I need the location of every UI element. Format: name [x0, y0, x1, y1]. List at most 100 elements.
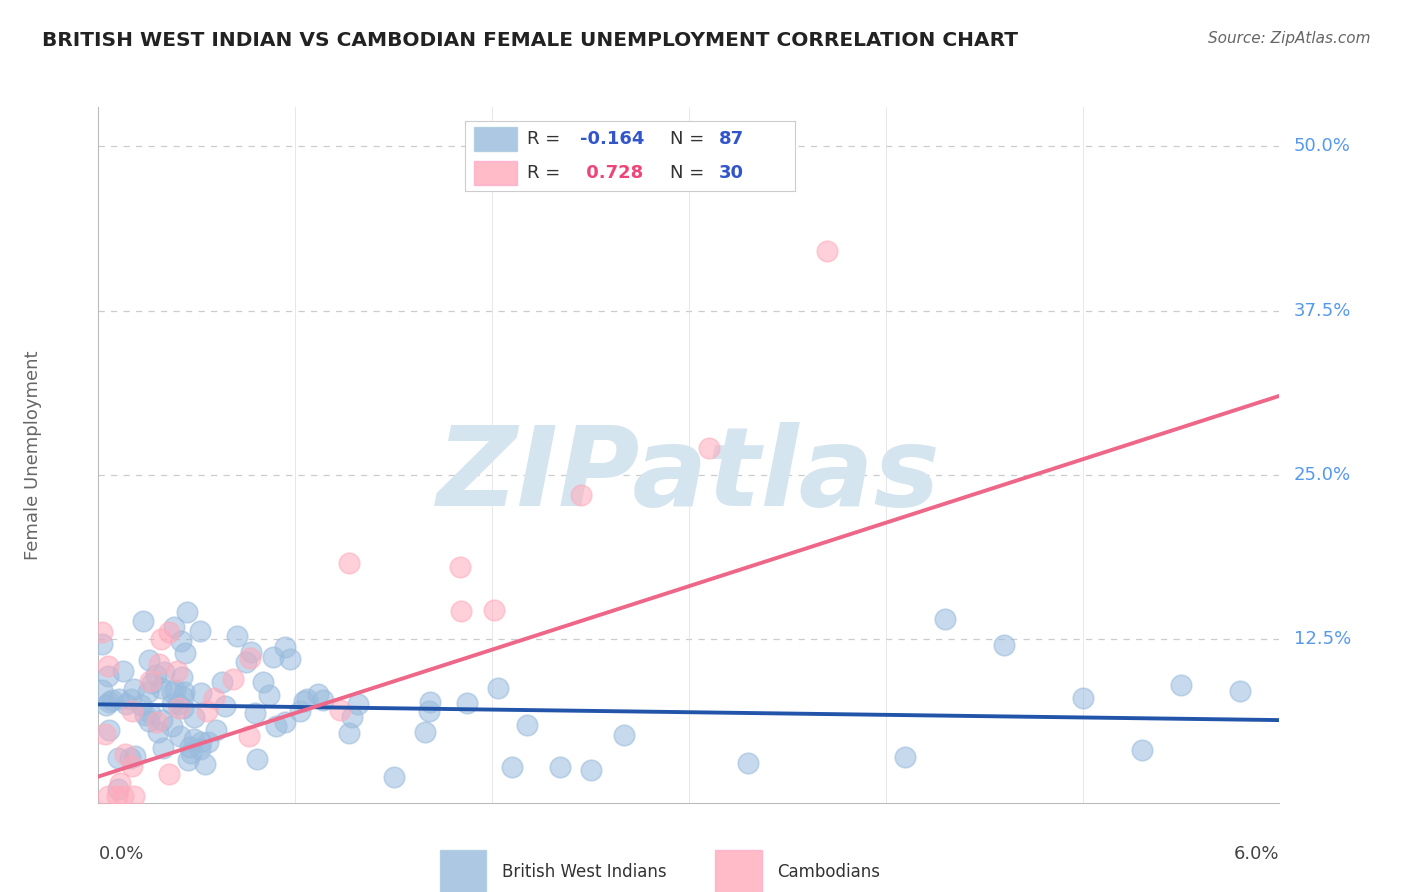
Point	[122, 789, 145, 804]
Point	[382, 770, 405, 784]
Point	[312, 693, 335, 707]
Point	[124, 748, 146, 763]
Point	[204, 723, 226, 738]
Point	[176, 605, 198, 619]
Point	[107, 691, 129, 706]
Point	[138, 714, 160, 729]
Point	[97, 723, 120, 737]
Text: 0.0%: 0.0%	[98, 845, 143, 863]
Point	[239, 650, 262, 665]
Text: ZIPatlas: ZIPatlas	[437, 422, 941, 529]
Point	[190, 742, 212, 756]
Point	[167, 701, 190, 715]
Point	[238, 730, 260, 744]
Point	[153, 665, 176, 680]
Point	[174, 646, 197, 660]
Point	[329, 703, 352, 717]
Point	[1130, 743, 1153, 757]
Point	[243, 706, 266, 721]
Point	[162, 684, 184, 698]
Point	[97, 669, 120, 683]
Point	[136, 685, 159, 699]
Point	[183, 709, 205, 723]
Point	[170, 670, 193, 684]
Point	[737, 756, 759, 771]
Point	[1170, 678, 1192, 692]
Point	[157, 767, 180, 781]
Point	[450, 604, 472, 618]
Point	[195, 704, 218, 718]
Point	[98, 695, 121, 709]
Point	[264, 719, 287, 733]
Point	[419, 695, 441, 709]
Point	[894, 749, 917, 764]
Point	[105, 789, 128, 804]
Point	[337, 726, 360, 740]
Point	[202, 690, 225, 705]
Point	[149, 632, 172, 647]
Point	[138, 673, 160, 688]
Point	[222, 673, 245, 687]
Point	[132, 615, 155, 629]
Point	[177, 753, 200, 767]
Point	[342, 710, 364, 724]
Point	[516, 717, 538, 731]
Point	[613, 728, 636, 742]
Point	[91, 682, 114, 697]
Point	[91, 624, 114, 639]
Text: 37.5%: 37.5%	[1294, 301, 1351, 319]
Point	[1229, 684, 1251, 698]
Point	[246, 752, 269, 766]
Point	[211, 674, 233, 689]
Point	[239, 645, 262, 659]
Point	[118, 751, 141, 765]
Point	[170, 634, 193, 648]
Point	[815, 244, 838, 259]
Point	[97, 659, 120, 673]
Point	[257, 688, 280, 702]
Point	[141, 676, 163, 690]
Text: 25.0%: 25.0%	[1294, 466, 1351, 483]
Point	[121, 758, 143, 772]
Point	[214, 699, 236, 714]
Point	[252, 675, 274, 690]
Point	[107, 751, 129, 765]
Point	[121, 704, 143, 718]
Point	[97, 789, 120, 804]
Point	[292, 694, 315, 708]
Point	[152, 741, 174, 756]
Point	[150, 714, 173, 728]
Point	[1071, 690, 1094, 705]
Point	[146, 714, 169, 729]
Point	[993, 638, 1015, 652]
Point	[172, 701, 194, 715]
Point	[180, 746, 202, 760]
Point	[169, 729, 191, 743]
Point	[139, 706, 162, 720]
Point	[94, 727, 117, 741]
Point	[183, 731, 205, 746]
Point	[288, 704, 311, 718]
Point	[108, 776, 131, 790]
Point	[157, 624, 180, 639]
Point	[173, 685, 195, 699]
Point	[163, 683, 186, 698]
Point	[166, 664, 188, 678]
Text: Source: ZipAtlas.com: Source: ZipAtlas.com	[1208, 31, 1371, 46]
Point	[124, 682, 146, 697]
Point	[307, 688, 329, 702]
Point	[449, 559, 471, 574]
Point	[934, 612, 956, 626]
Text: 50.0%: 50.0%	[1294, 137, 1350, 155]
Point	[145, 667, 167, 681]
Point	[278, 651, 301, 665]
Point	[162, 698, 184, 712]
Point	[190, 735, 212, 749]
Point	[235, 655, 257, 669]
Point	[148, 657, 170, 672]
Point	[226, 630, 249, 644]
Point	[94, 698, 117, 712]
Point	[697, 442, 720, 456]
Point	[579, 763, 602, 777]
Point	[413, 725, 436, 739]
